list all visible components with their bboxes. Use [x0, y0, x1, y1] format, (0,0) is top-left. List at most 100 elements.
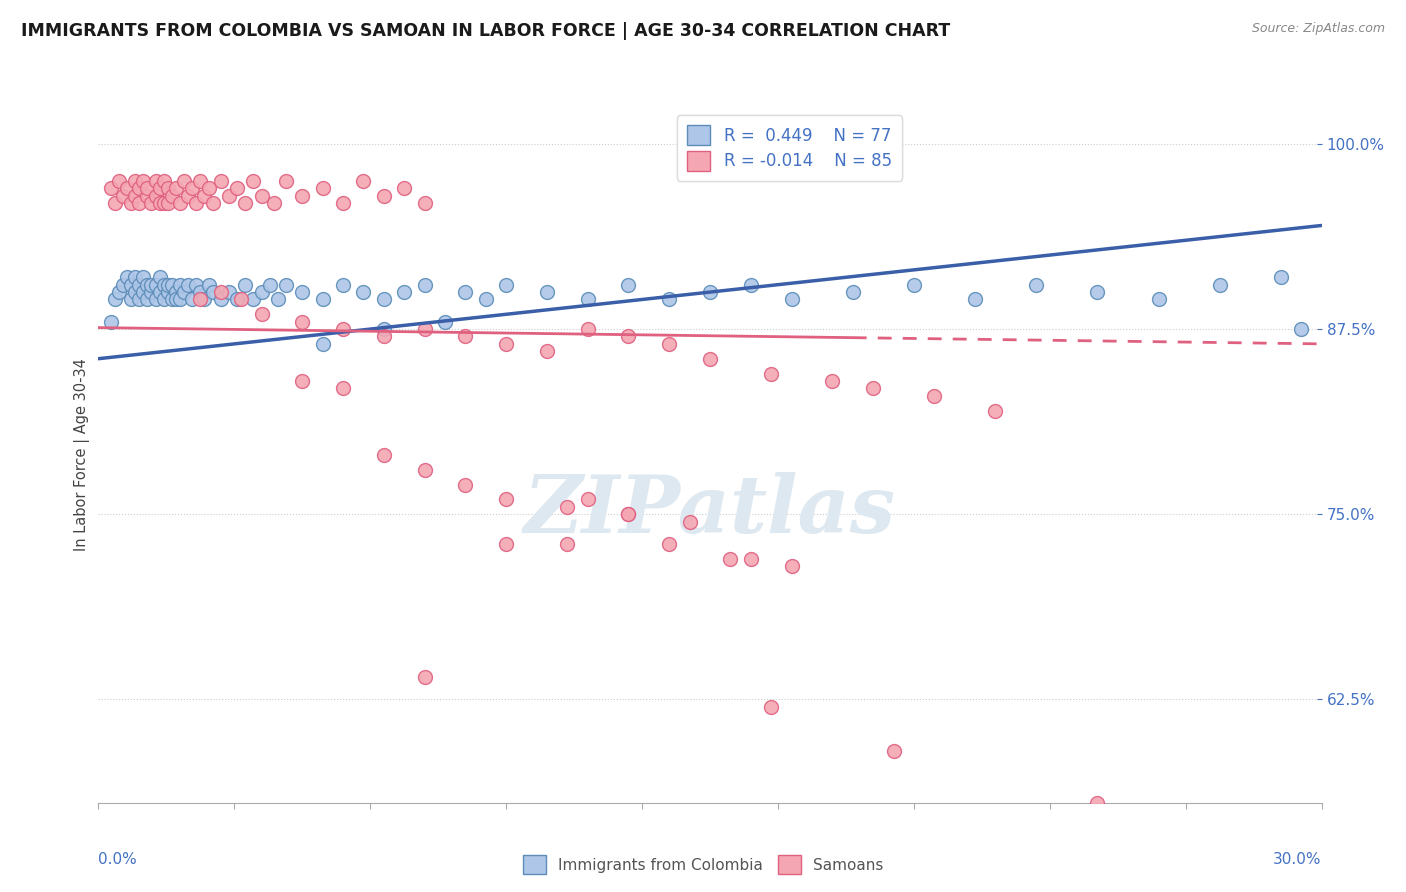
Point [883, 744, 905, 758]
Point [312, 293, 335, 307]
Point [108, 285, 131, 299]
Point [128, 277, 150, 292]
Point [201, 285, 224, 299]
Point [274, 277, 297, 292]
Point [120, 293, 142, 307]
Point [128, 196, 150, 211]
Point [658, 293, 681, 307]
Point [226, 293, 249, 307]
Point [761, 367, 783, 381]
Point [226, 181, 249, 195]
Point [124, 174, 146, 188]
Point [233, 196, 256, 211]
Point [242, 293, 264, 307]
Point [332, 381, 354, 395]
Point [536, 285, 558, 299]
Point [100, 315, 122, 329]
Point [209, 285, 232, 299]
Point [291, 374, 314, 388]
Point [984, 403, 1007, 417]
Point [495, 277, 517, 292]
Point [658, 337, 681, 351]
Point [454, 285, 477, 299]
Point [100, 181, 122, 195]
Point [177, 277, 200, 292]
Point [780, 293, 803, 307]
Legend: R =  0.449    N = 77, R = -0.014    N = 85: R = 0.449 N = 77, R = -0.014 N = 85 [678, 115, 901, 180]
Point [373, 189, 395, 203]
Point [413, 196, 436, 211]
Point [413, 670, 436, 684]
Point [218, 285, 240, 299]
Point [193, 293, 215, 307]
Point [740, 551, 762, 566]
Point [617, 507, 640, 521]
Point [821, 374, 844, 388]
Point [124, 285, 146, 299]
Point [173, 174, 195, 188]
Point [165, 293, 187, 307]
Point [263, 196, 285, 211]
Point [965, 293, 987, 307]
Point [160, 277, 183, 292]
Point [169, 277, 191, 292]
Point [149, 270, 172, 285]
Point [145, 293, 167, 307]
Point [495, 337, 517, 351]
Point [160, 293, 183, 307]
Point [128, 181, 150, 195]
Point [576, 492, 599, 507]
Point [145, 189, 167, 203]
Text: 0.0%: 0.0% [98, 852, 138, 866]
Point [536, 344, 558, 359]
Point [699, 285, 721, 299]
Point [352, 174, 374, 188]
Point [658, 537, 681, 551]
Point [152, 277, 174, 292]
Point [1209, 277, 1232, 292]
Point [136, 277, 159, 292]
Text: 30.0%: 30.0% [1274, 852, 1322, 866]
Point [373, 293, 395, 307]
Point [193, 189, 215, 203]
Point [841, 285, 863, 299]
Point [177, 189, 200, 203]
Point [555, 500, 579, 514]
Point [413, 322, 436, 336]
Point [136, 293, 159, 307]
Point [413, 277, 436, 292]
Point [132, 174, 155, 188]
Y-axis label: In Labor Force | Age 30-34: In Labor Force | Age 30-34 [75, 359, 90, 551]
Point [392, 285, 416, 299]
Point [156, 285, 179, 299]
Point [169, 196, 191, 211]
Point [231, 293, 253, 307]
Point [111, 189, 134, 203]
Point [156, 277, 179, 292]
Point [156, 196, 179, 211]
Point [903, 277, 925, 292]
Point [332, 277, 354, 292]
Point [352, 285, 374, 299]
Point [188, 285, 212, 299]
Point [145, 174, 167, 188]
Point [197, 181, 219, 195]
Point [259, 277, 281, 292]
Point [152, 174, 174, 188]
Point [495, 537, 517, 551]
Point [173, 285, 195, 299]
Point [1147, 293, 1170, 307]
Point [413, 463, 436, 477]
Point [136, 189, 159, 203]
Point [186, 277, 208, 292]
Point [617, 329, 640, 343]
Point [617, 277, 640, 292]
Point [862, 381, 884, 395]
Point [156, 181, 179, 195]
Legend: Immigrants from Colombia, Samoans: Immigrants from Colombia, Samoans [516, 849, 890, 880]
Point [160, 189, 183, 203]
Point [165, 285, 187, 299]
Point [291, 189, 314, 203]
Point [201, 196, 224, 211]
Point [454, 477, 477, 491]
